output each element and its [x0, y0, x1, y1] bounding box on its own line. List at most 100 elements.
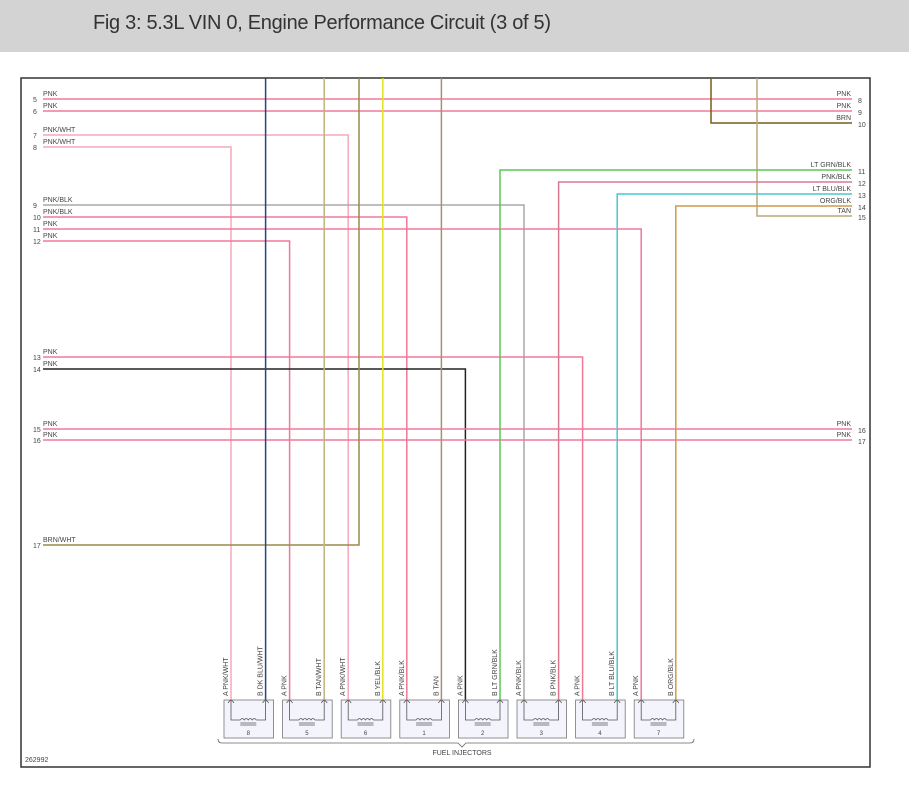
coil-lead [523, 701, 559, 721]
wire-l14-i2a [43, 368, 467, 700]
pin-b-wire-color: TAN/WHT [316, 657, 323, 689]
pin-b-label: B DK BLU/WHT [258, 645, 265, 696]
pin-a-label: A PNK/BLK [399, 660, 406, 696]
fuel-injector-4: 4 A PNK B LT BLU/BLK [575, 651, 626, 739]
diagram-frame [20, 77, 871, 768]
right-pin-number: 11 [858, 169, 865, 176]
pin-a-label: A PNK/WHT [340, 657, 347, 696]
left-pin-number: 5 [33, 97, 37, 104]
coil-icon [533, 718, 550, 726]
left-pin-number: 8 [33, 145, 37, 152]
terminal-icon [555, 700, 562, 704]
pin-b-wire-color: LT BLU/BLK [609, 651, 616, 690]
wire-l8-i8a [43, 146, 232, 700]
injector-number: 5 [305, 731, 309, 737]
pin-b-label: B LT GRN/BLK [492, 649, 499, 696]
left-wire-label: PNK [43, 103, 58, 110]
fuel-injector-1: 1 A PNK/BLK B TAN [399, 660, 450, 739]
fuel-injector-2: 2 A PNK B LT GRN/BLK [457, 649, 509, 739]
terminal-icon [672, 700, 680, 704]
left-pin-number: 12 [33, 239, 41, 246]
right-pin-number: 12 [858, 181, 866, 188]
right-wire-label: LT BLU/BLK [813, 186, 852, 193]
wire-l10-i1a [43, 216, 408, 700]
pin-a-wire-color: PNK/BLK [516, 660, 523, 690]
pin-a-label: A PNK [457, 675, 464, 696]
right-pin-number: 17 [858, 439, 866, 446]
right-wire-label: TAN [838, 208, 851, 215]
coil-lead [289, 701, 325, 721]
right-pin-number: 13 [858, 193, 866, 200]
pin-a-wire-color: PNK/BLK [399, 660, 406, 690]
pin-b-wire-color: ORG/BLK [668, 658, 675, 689]
right-wire-label: PNK/BLK [821, 174, 851, 181]
pin-a-wire-color: PNK/WHT [223, 657, 230, 690]
pin-a-label: A PNK/WHT [223, 657, 230, 696]
terminal-icon [227, 700, 235, 704]
left-wire-label: PNK/BLK [43, 209, 73, 216]
right-pin-number: 15 [858, 215, 866, 222]
terminal-icon [262, 700, 269, 704]
left-pin-number: 10 [33, 215, 41, 222]
wire-l17-t3 [43, 78, 360, 546]
coil-lead [582, 701, 618, 721]
wire-l7-i6a [43, 134, 349, 700]
coil-lead [640, 701, 677, 721]
wire-l11-i7a [43, 228, 642, 700]
figure-title: Fig 3: 5.3L VIN 0, Engine Performance Ci… [93, 12, 551, 34]
coil-lead [230, 701, 266, 721]
coil-icon [357, 718, 374, 726]
left-pin-number: 16 [33, 438, 41, 445]
pin-b-wire-color: YEL/BLK [375, 661, 382, 690]
right-wire-label: PNK [837, 91, 852, 98]
left-wire-label: PNK/WHT [43, 127, 76, 134]
pin-a-wire-color: PNK [282, 675, 289, 690]
fuel-injector-6: 6 A PNK/WHT B YEL/BLK [340, 657, 392, 739]
left-wire-label: PNK [43, 349, 58, 356]
injector-number: 8 [247, 731, 251, 737]
right-wire-label: PNK [837, 103, 852, 110]
wire-l13-i4a [43, 356, 584, 700]
left-pin-number: 14 [33, 367, 41, 374]
injector-number: 7 [657, 731, 661, 737]
pin-a-label: A PNK [282, 675, 289, 696]
fuel-injector-3: 3 A PNK/BLK B PNK/BLK [516, 659, 567, 739]
left-wire-label: PNK/WHT [43, 139, 76, 146]
wire-t7-r15 [756, 78, 852, 217]
injector-group-brace [217, 738, 695, 748]
pin-b-wire-color: TAN [433, 676, 440, 689]
fuel-injector-8: 8 A PNK/WHT B DK BLU/WHT [223, 645, 274, 739]
injector-number: 1 [422, 731, 426, 737]
terminal-icon [613, 700, 621, 704]
coil-lead [406, 701, 442, 721]
terminal-icon [286, 700, 293, 704]
wire-r11-i2b [499, 169, 852, 700]
pin-b-label: B LT BLU/BLK [609, 651, 616, 696]
wire-r13-i4b [616, 193, 852, 700]
coil-icon [240, 718, 257, 726]
terminal-icon [496, 700, 504, 704]
figure-header: Fig 3: 5.3L VIN 0, Engine Performance Ci… [0, 0, 909, 52]
coil-icon [415, 718, 433, 726]
left-wire-label: PNK/BLK [43, 197, 73, 204]
left-wire-label: PNK [43, 361, 58, 368]
left-wire-label: PNK [43, 233, 58, 240]
injector-number: 4 [598, 731, 602, 737]
right-wire-label: PNK [837, 421, 852, 428]
figure-id: 262992 [25, 757, 48, 764]
terminal-icon [637, 700, 645, 704]
pin-b-label: B PNK/BLK [551, 659, 558, 696]
left-pin-number: 15 [33, 427, 41, 434]
coil-icon [591, 718, 609, 726]
right-wire-label: BRN [836, 115, 851, 122]
terminal-icon [379, 700, 387, 704]
injector-number: 6 [364, 731, 368, 737]
coil-lead [347, 701, 384, 721]
left-wire-label: PNK [43, 221, 58, 228]
wire-r14-i7b [675, 205, 852, 700]
wire-l12-i5a [43, 240, 291, 700]
injector-number: 2 [481, 731, 485, 737]
coil-icon [298, 718, 316, 726]
terminal-icon [344, 700, 352, 704]
